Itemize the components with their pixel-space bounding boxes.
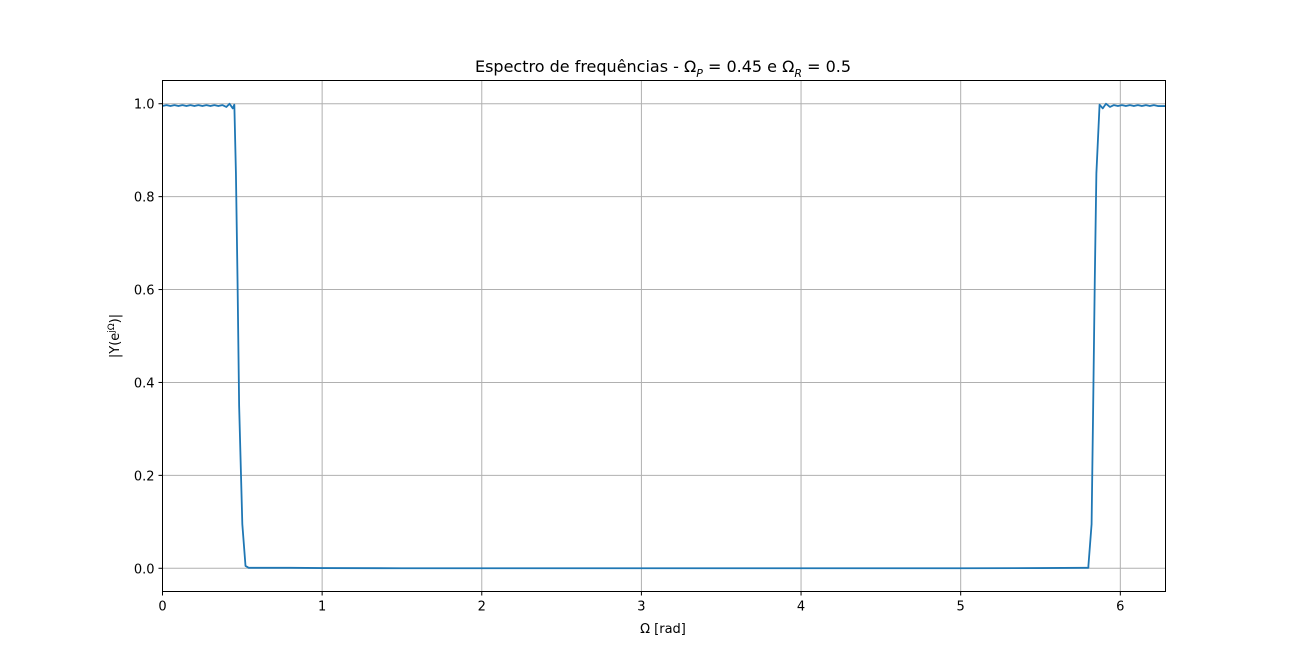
y-tick-label: 0.4	[134, 376, 155, 391]
y-tick-label: 0.0	[134, 562, 155, 577]
x-axis-label: Ω [rad]	[640, 622, 686, 637]
x-tick-label: 5	[957, 600, 965, 615]
x-tick-label: 4	[797, 600, 805, 615]
y-tick-label: 0.8	[134, 191, 155, 206]
x-tick-label: 2	[478, 600, 486, 615]
y-axis-label: |Y(ejΩ)|	[107, 314, 123, 358]
spectrum-line	[162, 102, 1166, 570]
chart-title: Espectro de frequências - ΩP = 0.45 e ΩR…	[475, 57, 851, 80]
grid-lines	[162, 80, 1166, 592]
x-tick-label: 1	[318, 600, 326, 615]
x-tick-label: 3	[637, 600, 645, 615]
plot-frame	[162, 80, 1166, 592]
y-tick-label: 1.0	[134, 98, 155, 113]
y-tick-label: 0.2	[134, 469, 155, 484]
series-layer	[162, 102, 1166, 570]
y-tick-label: 0.6	[134, 284, 155, 299]
axis-ticks: 0 1 2 3 4 5 6 0.0 0.2 0.4 0.6 0.8 1.0	[134, 98, 1125, 615]
x-tick-label: 0	[158, 600, 166, 615]
x-tick-label: 6	[1116, 600, 1124, 615]
